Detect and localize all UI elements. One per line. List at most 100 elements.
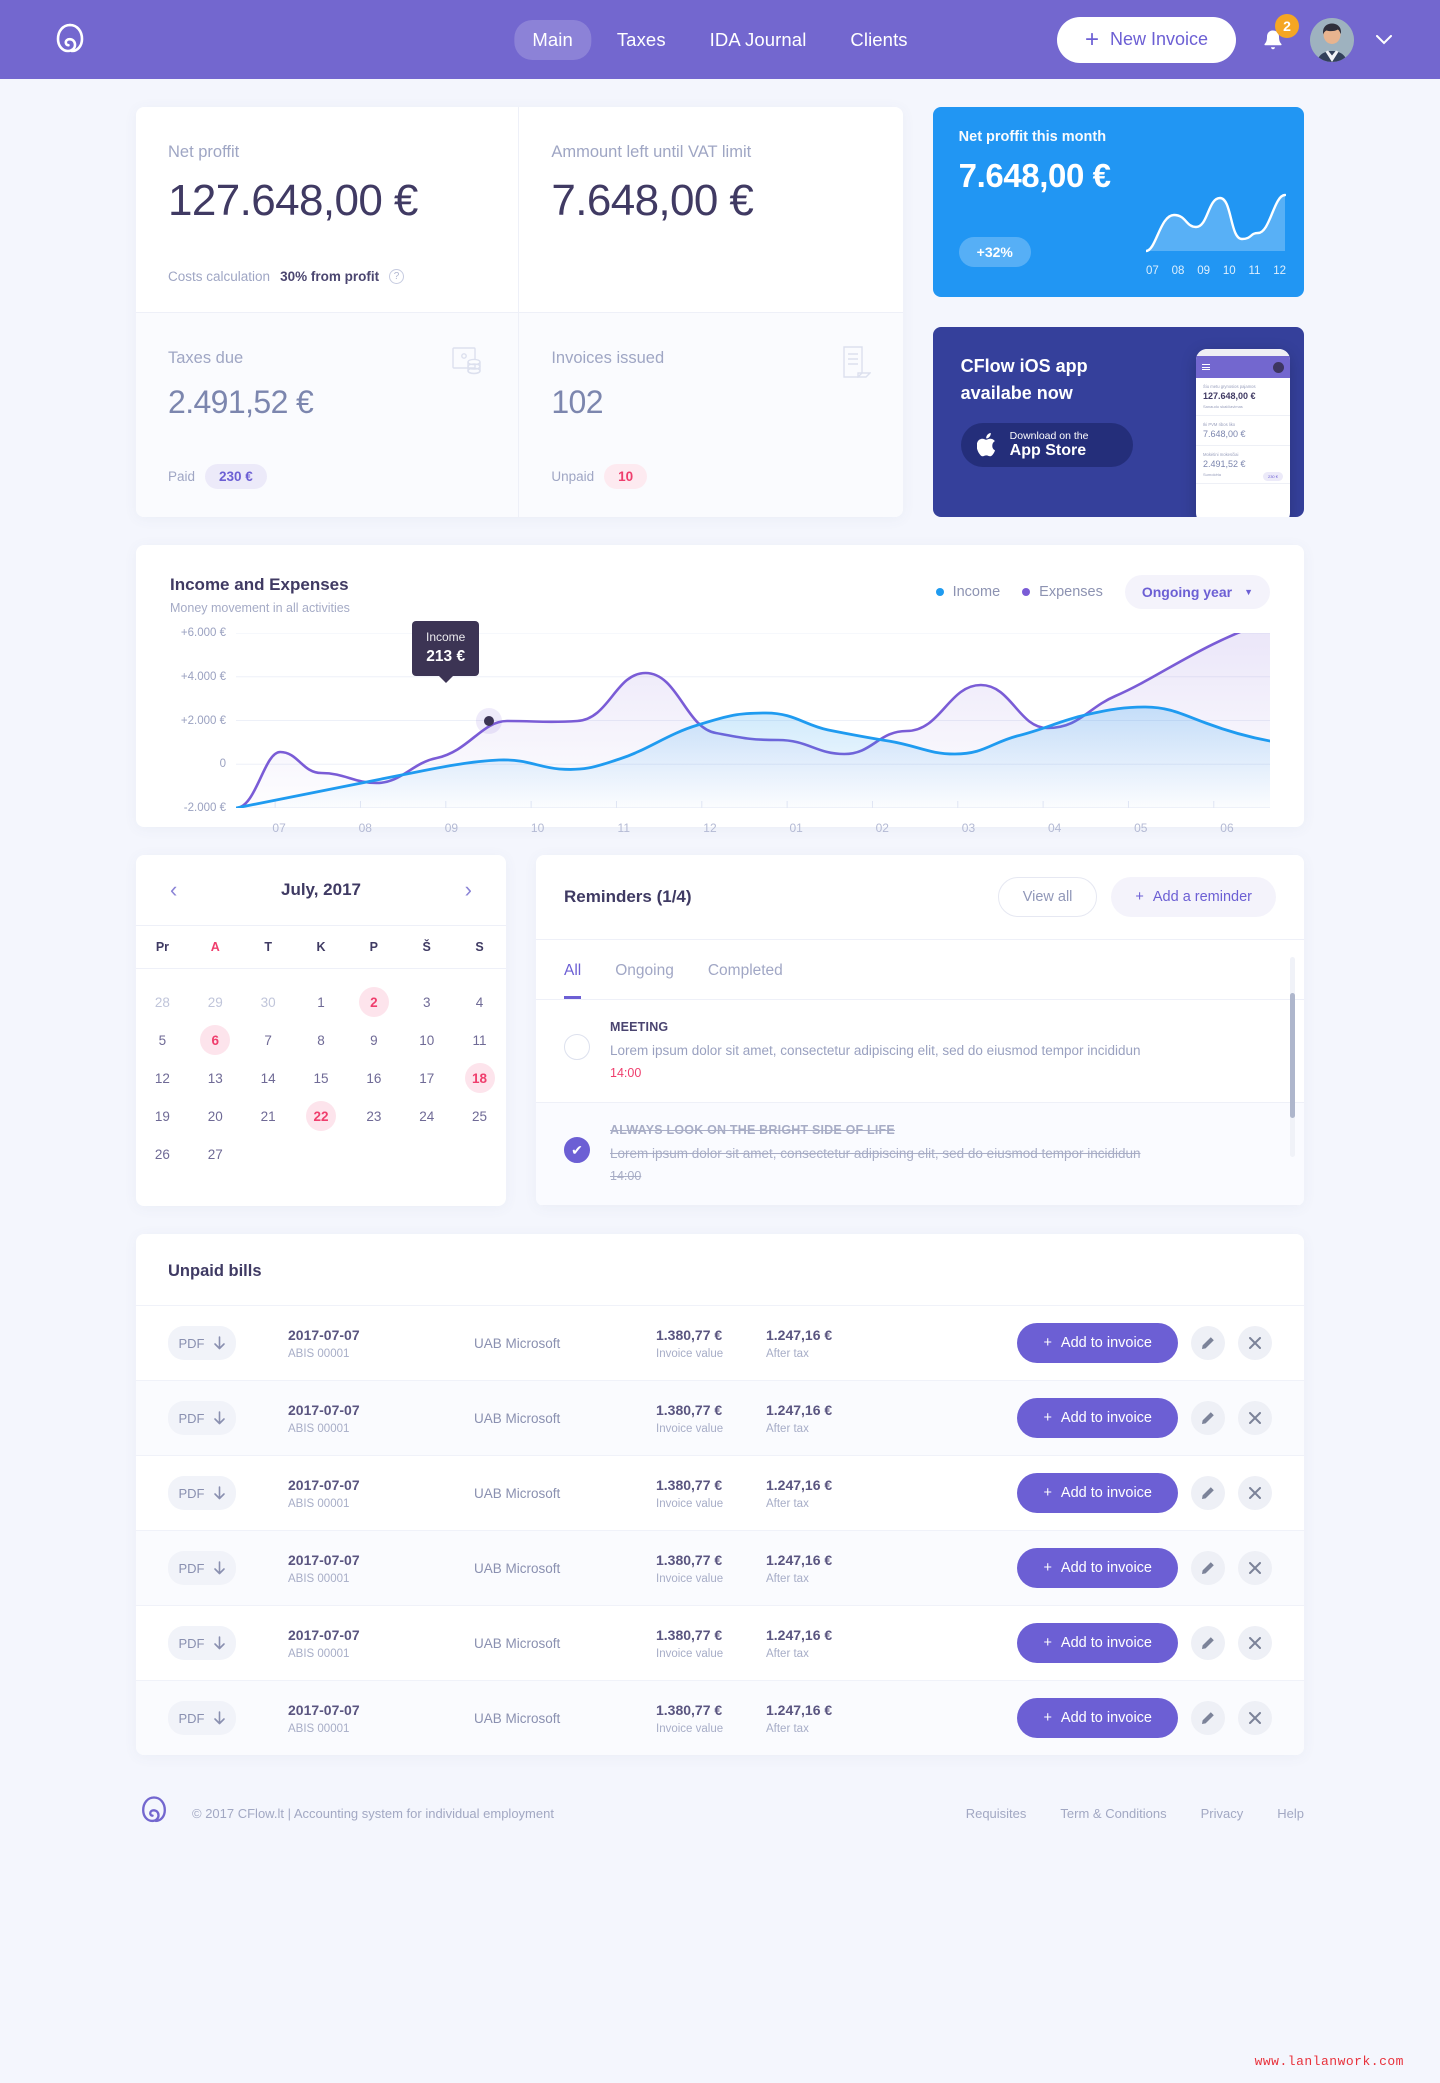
phone-value: 2.491,52 € (1203, 459, 1246, 469)
pdf-download-button[interactable]: PDF (168, 1326, 236, 1360)
calendar-day[interactable]: 1 (295, 983, 348, 1021)
download-arrow-icon (213, 1485, 225, 1499)
calendar-day[interactable]: 25 (453, 1097, 506, 1135)
footer-link-requisites[interactable]: Requisites (965, 1806, 1027, 1821)
delete-button[interactable] (1238, 1626, 1272, 1660)
chevron-down-icon[interactable] (1376, 34, 1392, 45)
new-invoice-button[interactable]: + New Invoice (1056, 16, 1236, 63)
pdf-download-button[interactable]: PDF (168, 1401, 236, 1435)
add-to-invoice-label: Add to invoice (1060, 1710, 1152, 1726)
notifications-button[interactable]: 2 (1258, 13, 1299, 57)
pdf-download-button[interactable]: PDF (168, 1551, 236, 1585)
calendar-day[interactable]: 22 (295, 1097, 348, 1135)
calendar-day[interactable]: 11 (453, 1021, 506, 1059)
calendar-day[interactable]: 9 (347, 1021, 400, 1059)
calendar-day[interactable]: 7 (242, 1021, 295, 1059)
calendar-day[interactable]: 26 (136, 1135, 189, 1173)
chevron-left-icon[interactable]: ‹ (170, 877, 178, 902)
calendar-day[interactable]: 14 (242, 1059, 295, 1097)
edit-button[interactable] (1191, 1701, 1225, 1735)
delete-button[interactable] (1238, 1476, 1272, 1510)
reminder-title: ALWAYS LOOK ON THE BRIGHT SIDE OF LIFE (610, 1123, 895, 1137)
add-to-invoice-button[interactable]: + Add to invoice (1017, 1323, 1178, 1363)
stat-label: Taxes due (168, 349, 244, 367)
calendar-day[interactable]: 6 (189, 1021, 242, 1059)
calendar-day[interactable]: 16 (347, 1059, 400, 1097)
period-dropdown[interactable]: Ongoing year ▼ (1124, 575, 1270, 609)
bill-client: UAB Microsoft (474, 1635, 561, 1651)
calendar-day[interactable]: 19 (136, 1097, 189, 1135)
reminder-time: 14:00 (610, 1169, 642, 1183)
calendar-day[interactable]: 8 (295, 1021, 348, 1059)
cflow-cloud-logo-icon[interactable] (48, 18, 92, 62)
reminder-checkbox[interactable]: ✔ (564, 1137, 590, 1163)
calendar-day[interactable]: 23 (347, 1097, 400, 1135)
coins-document-icon (450, 345, 486, 386)
edit-button[interactable] (1191, 1551, 1225, 1585)
calendar-day[interactable]: 27 (189, 1135, 242, 1173)
pdf-download-button[interactable]: PDF (168, 1626, 236, 1660)
add-to-invoice-button[interactable]: + Add to invoice (1017, 1398, 1178, 1438)
add-to-invoice-button[interactable]: + Add to invoice (1017, 1698, 1178, 1738)
bill-value-label: Invoice value (656, 1422, 724, 1435)
calendar-day[interactable]: 4 (453, 983, 506, 1021)
calendar-day[interactable]: 13 (189, 1059, 242, 1097)
bill-aftertax-cell: 1.247,16 € After tax (766, 1552, 876, 1585)
view-all-button[interactable]: View all (997, 877, 1098, 917)
nav-item-main[interactable]: Main (514, 19, 591, 60)
footer-link-privacy[interactable]: Privacy (1200, 1806, 1244, 1821)
tab-completed[interactable]: Completed (707, 962, 783, 979)
add-to-invoice-button[interactable]: + Add to invoice (1017, 1623, 1178, 1663)
main-nav: Main Taxes IDA Journal Clients (514, 19, 925, 60)
footer-link-help[interactable]: Help (1277, 1806, 1304, 1821)
footer-link-terms[interactable]: Term & Conditions (1060, 1806, 1167, 1821)
help-icon[interactable]: ? (389, 269, 405, 284)
pdf-download-button[interactable]: PDF (168, 1476, 236, 1510)
phone-label: Mokėtini mokesčiai (1203, 452, 1239, 457)
download-arrow-icon (213, 1560, 225, 1574)
reminders-scrollbar[interactable] (1290, 957, 1295, 1157)
delete-button[interactable] (1238, 1326, 1272, 1360)
tab-all[interactable]: All (564, 962, 582, 999)
edit-button[interactable] (1191, 1626, 1225, 1660)
calendar-day[interactable]: 20 (189, 1097, 242, 1135)
edit-button[interactable] (1191, 1326, 1225, 1360)
add-to-invoice-button[interactable]: + Add to invoice (1017, 1473, 1178, 1513)
calendar-day[interactable]: 15 (295, 1059, 348, 1097)
calendar-day[interactable]: 30 (242, 983, 295, 1021)
nav-item-ida-journal[interactable]: IDA Journal (709, 28, 807, 50)
calendar-day[interactable]: 5 (136, 1021, 189, 1059)
avatar[interactable] (1310, 17, 1354, 62)
tab-ongoing[interactable]: Ongoing (615, 962, 674, 979)
axis-tick: 11 (1248, 265, 1261, 277)
calendar-day[interactable]: 18 (453, 1059, 506, 1097)
reminder-checkbox[interactable] (564, 1034, 590, 1060)
nav-item-taxes[interactable]: Taxes (616, 28, 666, 50)
calendar-day[interactable]: 3 (400, 983, 453, 1021)
pdf-download-button[interactable]: PDF (168, 1701, 236, 1735)
delete-button[interactable] (1238, 1701, 1272, 1735)
calendar-day[interactable]: 12 (136, 1059, 189, 1097)
calendar-day[interactable]: 24 (400, 1097, 453, 1135)
nav-item-clients[interactable]: Clients (850, 28, 908, 50)
calendar-day[interactable]: 17 (400, 1059, 453, 1097)
delete-button[interactable] (1238, 1401, 1272, 1435)
delete-button[interactable] (1238, 1551, 1272, 1585)
edit-button[interactable] (1191, 1476, 1225, 1510)
app-store-button[interactable]: Download on the App Store (960, 423, 1133, 467)
chevron-right-icon[interactable]: › (464, 877, 472, 902)
calendar-day[interactable]: 10 (400, 1021, 453, 1059)
calendar-day[interactable]: 2 (347, 983, 400, 1021)
legend-item-income[interactable]: Income (935, 584, 1000, 600)
add-to-invoice-button[interactable]: + Add to invoice (1017, 1548, 1178, 1588)
bill-value-cell: 1.380,77 € Invoice value (656, 1552, 766, 1585)
calendar-day[interactable]: 29 (189, 983, 242, 1021)
legend-item-expenses[interactable]: Expenses (1022, 584, 1103, 600)
promo-title: CFlow iOS app availabe now (961, 353, 1161, 407)
calendar-day[interactable]: 21 (242, 1097, 295, 1135)
calendar-day[interactable]: 28 (136, 983, 189, 1021)
add-reminder-button[interactable]: + Add a reminder (1111, 877, 1276, 917)
calendar-day-number: 24 (419, 1108, 435, 1124)
chart-subtitle: Money movement in all activities (170, 601, 350, 615)
edit-button[interactable] (1191, 1401, 1225, 1435)
